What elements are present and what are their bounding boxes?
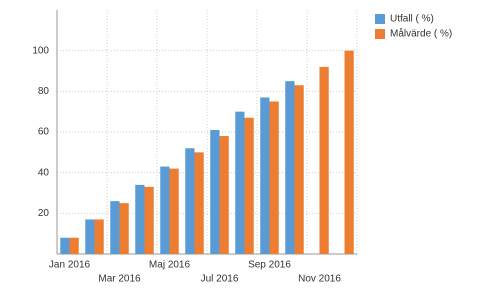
bar (185, 148, 195, 254)
bar (269, 101, 279, 254)
bar (94, 219, 104, 254)
bar (60, 237, 70, 254)
bar (110, 201, 120, 254)
bar (244, 117, 254, 255)
y-tick-label: 40 (38, 167, 50, 178)
legend-swatch (375, 29, 385, 39)
bar (210, 129, 220, 254)
y-tick-label: 100 (32, 45, 49, 56)
bar (344, 50, 354, 254)
bar (69, 237, 79, 254)
bar (119, 203, 129, 254)
legend-label: Målvärde ( %) (390, 28, 452, 40)
x-tick-label: Jul 2016 (201, 274, 239, 285)
y-tick-label: 60 (38, 127, 50, 138)
bar (219, 136, 229, 254)
bar (160, 166, 170, 254)
bar (235, 111, 245, 255)
x-tick-label: Mar 2016 (98, 274, 141, 285)
x-tick-label: Maj 2016 (149, 260, 191, 271)
bar (135, 184, 145, 254)
x-tick-label: Nov 2016 (298, 274, 341, 285)
bar (319, 66, 329, 254)
x-tick-label: Sep 2016 (248, 260, 291, 271)
y-tick-label: 20 (38, 208, 50, 219)
bar (294, 85, 304, 254)
bar (260, 97, 270, 254)
bar (85, 219, 95, 254)
bar (194, 152, 204, 254)
y-tick-label: 80 (38, 86, 50, 97)
bar (144, 186, 154, 254)
bar (285, 81, 295, 255)
x-tick-label: Jan 2016 (49, 260, 91, 271)
bar (169, 168, 179, 254)
legend-label: Utfall ( %) (390, 14, 434, 25)
legend-swatch (375, 14, 385, 24)
